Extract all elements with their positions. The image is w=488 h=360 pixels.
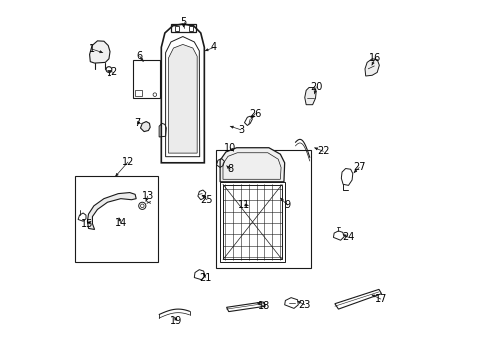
Text: 27: 27: [352, 162, 365, 172]
Text: 1: 1: [89, 44, 95, 54]
Bar: [175, 26, 179, 31]
Text: 18: 18: [258, 301, 270, 311]
Text: 9: 9: [284, 200, 290, 210]
Text: 17: 17: [374, 294, 386, 304]
Text: 23: 23: [298, 300, 310, 310]
Text: 8: 8: [226, 164, 233, 174]
Text: 22: 22: [317, 146, 329, 156]
Text: 4: 4: [210, 42, 217, 52]
Polygon shape: [89, 41, 110, 63]
Text: 3: 3: [237, 125, 244, 135]
Bar: [135, 90, 142, 96]
Text: 13: 13: [141, 191, 154, 201]
Text: 10: 10: [224, 143, 236, 153]
Text: 6: 6: [137, 51, 142, 61]
Polygon shape: [220, 148, 284, 182]
Polygon shape: [304, 87, 316, 105]
Text: 5: 5: [180, 17, 186, 27]
Text: 19: 19: [170, 316, 182, 325]
Text: 12: 12: [122, 157, 134, 167]
Polygon shape: [168, 44, 197, 153]
Bar: [132, 60, 159, 98]
Text: 20: 20: [309, 82, 322, 92]
Text: 15: 15: [81, 219, 93, 229]
Polygon shape: [364, 59, 379, 76]
Bar: [223, 185, 282, 259]
Text: 24: 24: [342, 232, 354, 242]
Text: 7: 7: [134, 118, 140, 128]
Polygon shape: [87, 193, 136, 229]
Polygon shape: [140, 122, 150, 132]
Text: 25: 25: [200, 195, 213, 205]
Bar: [215, 149, 310, 268]
Text: 11: 11: [238, 200, 250, 210]
Text: 21: 21: [199, 273, 211, 283]
Text: 14: 14: [114, 218, 127, 228]
Text: 16: 16: [368, 53, 381, 63]
Bar: [188, 26, 192, 31]
Text: 2: 2: [110, 67, 117, 77]
Bar: [75, 176, 158, 262]
Text: 26: 26: [248, 109, 261, 119]
Bar: [171, 24, 196, 32]
